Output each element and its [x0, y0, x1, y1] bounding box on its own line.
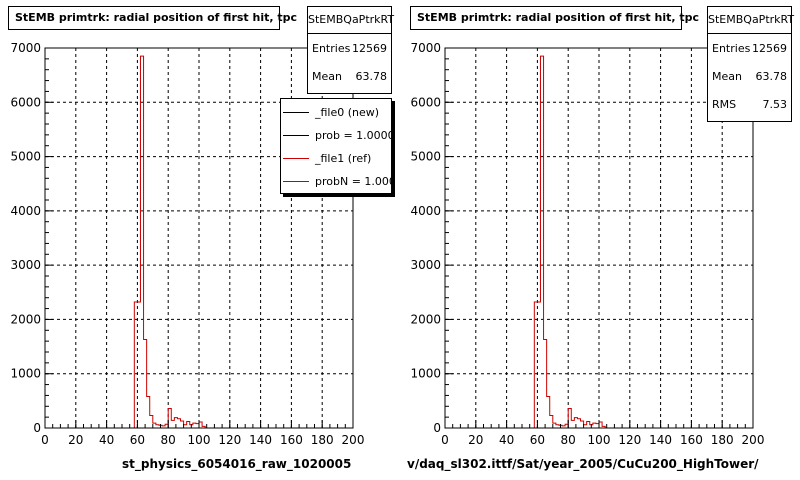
stats-row-mean: Mean 63.78: [708, 62, 791, 90]
x-tick-label: 120: [618, 433, 641, 447]
y-tick-label: 5000: [10, 150, 41, 164]
stats-value: 12569: [352, 41, 387, 55]
legend-label: prob = 1.000000: [315, 129, 391, 142]
y-tick-label: 7000: [410, 41, 441, 55]
stats-row-entries: Entries 12569: [308, 34, 391, 62]
y-tick-label: 7000: [10, 41, 41, 55]
y-tick-label: 4000: [10, 204, 41, 218]
y-tick-label: 5000: [410, 150, 441, 164]
stats-label: Entries: [312, 41, 351, 55]
x-tick-label: 20: [68, 433, 83, 447]
x-tick-label: 0: [441, 433, 449, 447]
histogram-bin: [571, 420, 574, 428]
legend-line-swatch: [283, 158, 309, 159]
x-tick-label: 80: [561, 433, 576, 447]
file-label-right: v/daq_sl302.ittf/Sat/year_2005/CuCu200_H…: [407, 457, 759, 471]
x-tick-label: 60: [530, 433, 545, 447]
x-tick-label: 60: [130, 433, 145, 447]
stats-value: 7.53: [762, 97, 788, 111]
stats-row-rms: RMS 7.53: [708, 90, 791, 118]
x-tick-label: 140: [249, 433, 272, 447]
legend-label: probN = 1.000000: [315, 175, 391, 188]
stats-label: Entries: [712, 41, 751, 55]
y-tick-label: 2000: [410, 312, 441, 326]
file-label-left: st_physics_6054016_raw_1020005: [122, 457, 352, 471]
legend-line-swatch: [283, 135, 309, 136]
histogram-bin: [171, 420, 174, 428]
y-tick-label: 3000: [10, 258, 41, 272]
stats-value: 63.78: [755, 69, 788, 83]
y-tick-label: 1000: [410, 367, 441, 381]
legend-box: _file0 (new) prob = 1.000000 _file1 (ref…: [280, 98, 392, 194]
stats-box-name: StEMBQaPtrkRT: [708, 7, 794, 34]
legend-label: _file1 (ref): [315, 152, 372, 165]
y-tick-label: 3000: [410, 258, 441, 272]
stats-label: Mean: [712, 69, 742, 83]
x-tick-label: 100: [588, 433, 611, 447]
y-tick-label: 6000: [10, 95, 41, 109]
stats-label: RMS: [712, 97, 737, 111]
x-tick-label: 200: [742, 433, 765, 447]
y-tick-label: 2000: [10, 312, 41, 326]
x-tick-label: 40: [499, 433, 514, 447]
legend-entry: _file0 (new): [281, 101, 391, 124]
legend-line-swatch: [283, 181, 309, 182]
legend-entry: probN = 1.000000: [281, 170, 391, 193]
stats-value: 63.78: [355, 69, 388, 83]
y-tick-label: 6000: [410, 95, 441, 109]
x-tick-label: 100: [188, 433, 211, 447]
legend-label: _file0 (new): [315, 106, 380, 119]
histogram-title-right: StEMB primtrk: radial position of first …: [410, 6, 699, 30]
x-tick-label: 40: [99, 433, 114, 447]
histogram-title-left: StEMB primtrk: radial position of first …: [8, 6, 297, 30]
x-tick-label: 180: [311, 433, 334, 447]
stats-box-name: StEMBQaPtrkRT: [308, 7, 394, 34]
x-tick-label: 20: [468, 433, 483, 447]
stats-label: Mean: [312, 69, 342, 83]
y-tick-label: 0: [33, 421, 41, 435]
x-tick-label: 200: [342, 433, 365, 447]
legend-line-swatch: [283, 112, 309, 113]
legend-entry: _file1 (ref): [281, 147, 391, 170]
stats-box-right: StEMBQaPtrkRT Entries 12569 Mean 63.78 R…: [707, 6, 794, 122]
y-tick-label: 0: [433, 421, 441, 435]
stats-row-entries: Entries 12569: [708, 34, 791, 62]
stats-value: 12569: [752, 41, 787, 55]
x-tick-label: 160: [680, 433, 703, 447]
stats-box-left: StEMBQaPtrkRT Entries 12569 Mean 63.78: [307, 6, 394, 94]
x-tick-label: 140: [649, 433, 672, 447]
stats-row-mean: Mean 63.78: [308, 62, 391, 90]
y-tick-label: 1000: [10, 367, 41, 381]
x-tick-label: 160: [280, 433, 303, 447]
x-tick-label: 120: [218, 433, 241, 447]
x-tick-label: 80: [161, 433, 176, 447]
legend-entry: prob = 1.000000: [281, 124, 391, 147]
x-tick-label: 180: [711, 433, 734, 447]
x-tick-label: 0: [41, 433, 49, 447]
y-tick-label: 4000: [410, 204, 441, 218]
